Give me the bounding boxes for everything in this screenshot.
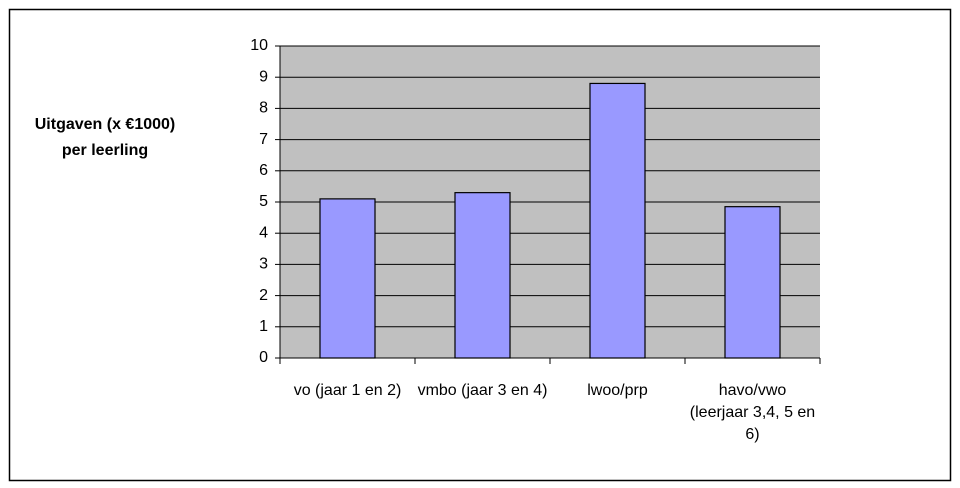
x-tick-label: lwoo/prp xyxy=(587,382,648,399)
y-tick-label: 1 xyxy=(259,318,268,335)
y-tick-label: 5 xyxy=(259,193,268,210)
y-tick-label: 4 xyxy=(259,224,268,241)
bar xyxy=(724,206,781,359)
bar xyxy=(319,198,376,359)
y-tick-label: 8 xyxy=(259,100,268,117)
y-tick-label: 10 xyxy=(250,37,268,54)
y-tick-label: 2 xyxy=(259,287,268,304)
y-axis-title: Uitgaven (x €1000) per leerling xyxy=(34,116,176,159)
y-tick-label: 6 xyxy=(259,162,268,179)
x-tick-label: vmbo (jaar 3 en 4) xyxy=(417,382,548,399)
y-tick-label: 7 xyxy=(259,131,268,148)
bar xyxy=(454,192,511,359)
x-tick-label: havo/vwo (leerjaar 3,4, 5 en 6) xyxy=(689,382,816,443)
y-tick-label: 9 xyxy=(259,68,268,85)
y-tick-label: 0 xyxy=(259,349,268,366)
y-tick-label: 3 xyxy=(259,256,268,273)
bar xyxy=(589,82,646,359)
x-tick-label: vo (jaar 1 en 2) xyxy=(293,382,402,399)
